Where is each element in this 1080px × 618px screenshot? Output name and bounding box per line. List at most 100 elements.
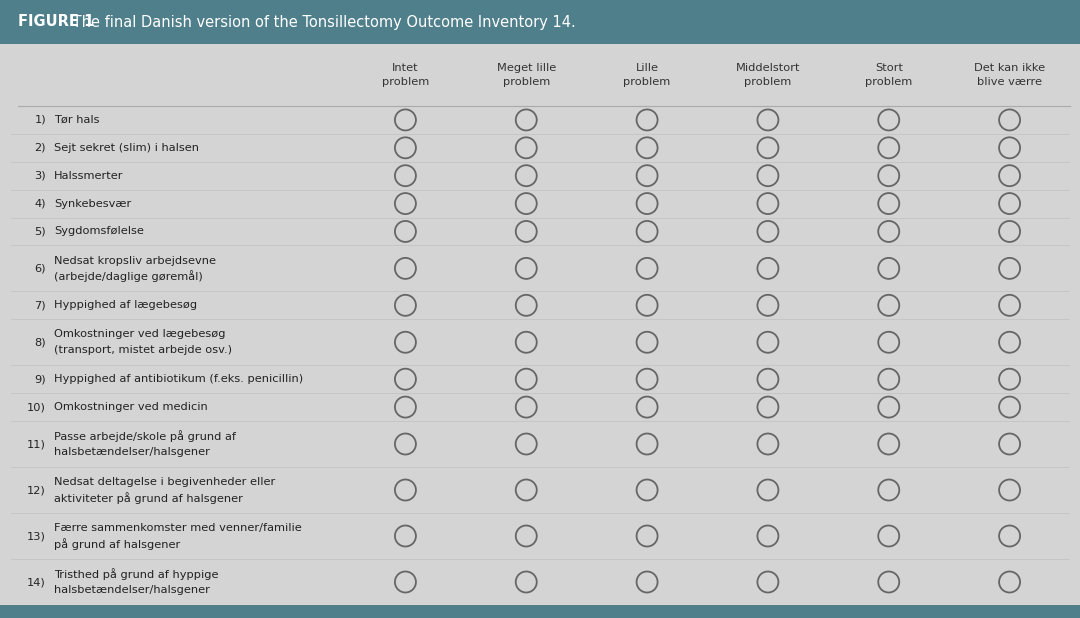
- Text: Omkostninger ved lægebesøg: Omkostninger ved lægebesøg: [54, 329, 226, 339]
- Text: 1): 1): [35, 115, 46, 125]
- Ellipse shape: [395, 332, 416, 353]
- Ellipse shape: [516, 165, 537, 186]
- Text: Intet
problem: Intet problem: [382, 63, 429, 87]
- Ellipse shape: [636, 480, 658, 501]
- Ellipse shape: [757, 109, 779, 130]
- Ellipse shape: [999, 433, 1021, 454]
- Ellipse shape: [636, 193, 658, 214]
- Ellipse shape: [636, 369, 658, 390]
- Ellipse shape: [395, 369, 416, 390]
- Ellipse shape: [878, 369, 900, 390]
- Ellipse shape: [878, 193, 900, 214]
- Ellipse shape: [395, 193, 416, 214]
- Ellipse shape: [636, 137, 658, 158]
- Ellipse shape: [757, 332, 779, 353]
- Text: The final Danish version of the Tonsillectomy Outcome Inventory 14.: The final Danish version of the Tonsille…: [68, 14, 576, 30]
- Text: 13): 13): [27, 531, 46, 541]
- Ellipse shape: [757, 193, 779, 214]
- Ellipse shape: [999, 525, 1021, 546]
- Ellipse shape: [636, 572, 658, 593]
- Text: 5): 5): [35, 226, 46, 237]
- Ellipse shape: [757, 572, 779, 593]
- Ellipse shape: [395, 525, 416, 546]
- Ellipse shape: [636, 165, 658, 186]
- Text: 12): 12): [27, 485, 46, 495]
- Text: 8): 8): [35, 337, 46, 347]
- Ellipse shape: [757, 295, 779, 316]
- Ellipse shape: [516, 295, 537, 316]
- Ellipse shape: [757, 221, 779, 242]
- Text: Passe arbejde/skole på grund af: Passe arbejde/skole på grund af: [54, 430, 237, 442]
- Ellipse shape: [516, 433, 537, 454]
- Text: Synkebesvær: Synkebesvær: [54, 198, 132, 208]
- Ellipse shape: [878, 433, 900, 454]
- Text: 4): 4): [35, 198, 46, 208]
- Ellipse shape: [999, 221, 1021, 242]
- Ellipse shape: [516, 258, 537, 279]
- Text: halsbetændelser/halsgener: halsbetændelser/halsgener: [54, 585, 210, 595]
- Ellipse shape: [757, 480, 779, 501]
- Ellipse shape: [516, 137, 537, 158]
- Text: Nedsat deltagelse i begivenheder eller: Nedsat deltagelse i begivenheder eller: [54, 477, 275, 487]
- Text: Det kan ikke
blive værre: Det kan ikke blive værre: [974, 63, 1045, 87]
- Text: 7): 7): [35, 300, 46, 310]
- Ellipse shape: [878, 525, 900, 546]
- Text: Tristhed på grund af hyppige: Tristhed på grund af hyppige: [54, 568, 218, 580]
- Ellipse shape: [999, 137, 1021, 158]
- Ellipse shape: [999, 193, 1021, 214]
- Ellipse shape: [878, 109, 900, 130]
- Text: på grund af halsgener: på grund af halsgener: [54, 538, 180, 550]
- Text: (arbejde/daglige gøremål): (arbejde/daglige gøremål): [54, 270, 203, 282]
- Ellipse shape: [878, 137, 900, 158]
- Text: 9): 9): [35, 374, 46, 384]
- Ellipse shape: [516, 369, 537, 390]
- Ellipse shape: [999, 397, 1021, 418]
- Ellipse shape: [999, 369, 1021, 390]
- Ellipse shape: [999, 165, 1021, 186]
- Ellipse shape: [636, 332, 658, 353]
- Bar: [0, 605, 1080, 618]
- Text: Hyppighed af antibiotikum (f.eks. penicillin): Hyppighed af antibiotikum (f.eks. penici…: [54, 374, 303, 384]
- Ellipse shape: [395, 137, 416, 158]
- Text: Tør hals: Tør hals: [54, 115, 99, 125]
- Text: aktiviteter på grund af halsgener: aktiviteter på grund af halsgener: [54, 492, 243, 504]
- Ellipse shape: [395, 109, 416, 130]
- Ellipse shape: [395, 258, 416, 279]
- Ellipse shape: [878, 221, 900, 242]
- Text: 11): 11): [27, 439, 46, 449]
- Text: Sejt sekret (slim) i halsen: Sejt sekret (slim) i halsen: [54, 143, 199, 153]
- Ellipse shape: [878, 572, 900, 593]
- Ellipse shape: [395, 397, 416, 418]
- Ellipse shape: [636, 433, 658, 454]
- Text: Nedsat kropsliv arbejdsevne: Nedsat kropsliv arbejdsevne: [54, 256, 216, 266]
- Ellipse shape: [757, 369, 779, 390]
- Ellipse shape: [757, 258, 779, 279]
- Text: Færre sammenkomster med venner/familie: Færre sammenkomster med venner/familie: [54, 523, 301, 533]
- Ellipse shape: [636, 109, 658, 130]
- Ellipse shape: [516, 525, 537, 546]
- Text: 6): 6): [35, 263, 46, 273]
- Ellipse shape: [878, 165, 900, 186]
- Text: FIGURE 1: FIGURE 1: [18, 14, 94, 30]
- Ellipse shape: [516, 572, 537, 593]
- Ellipse shape: [395, 221, 416, 242]
- Ellipse shape: [636, 397, 658, 418]
- Text: Sygdomsfølelse: Sygdomsfølelse: [54, 226, 144, 237]
- Ellipse shape: [516, 193, 537, 214]
- Text: Stort
problem: Stort problem: [865, 63, 913, 87]
- Ellipse shape: [395, 433, 416, 454]
- Text: Lille
problem: Lille problem: [623, 63, 671, 87]
- Text: 14): 14): [27, 577, 46, 587]
- Text: 2): 2): [35, 143, 46, 153]
- Ellipse shape: [395, 480, 416, 501]
- Bar: [0, 0, 1080, 44]
- Text: Omkostninger ved medicin: Omkostninger ved medicin: [54, 402, 207, 412]
- Ellipse shape: [999, 480, 1021, 501]
- Ellipse shape: [757, 397, 779, 418]
- Text: (transport, mistet arbejde osv.): (transport, mistet arbejde osv.): [54, 345, 232, 355]
- Text: 10): 10): [27, 402, 46, 412]
- Ellipse shape: [395, 572, 416, 593]
- Ellipse shape: [757, 525, 779, 546]
- Ellipse shape: [757, 433, 779, 454]
- Ellipse shape: [516, 109, 537, 130]
